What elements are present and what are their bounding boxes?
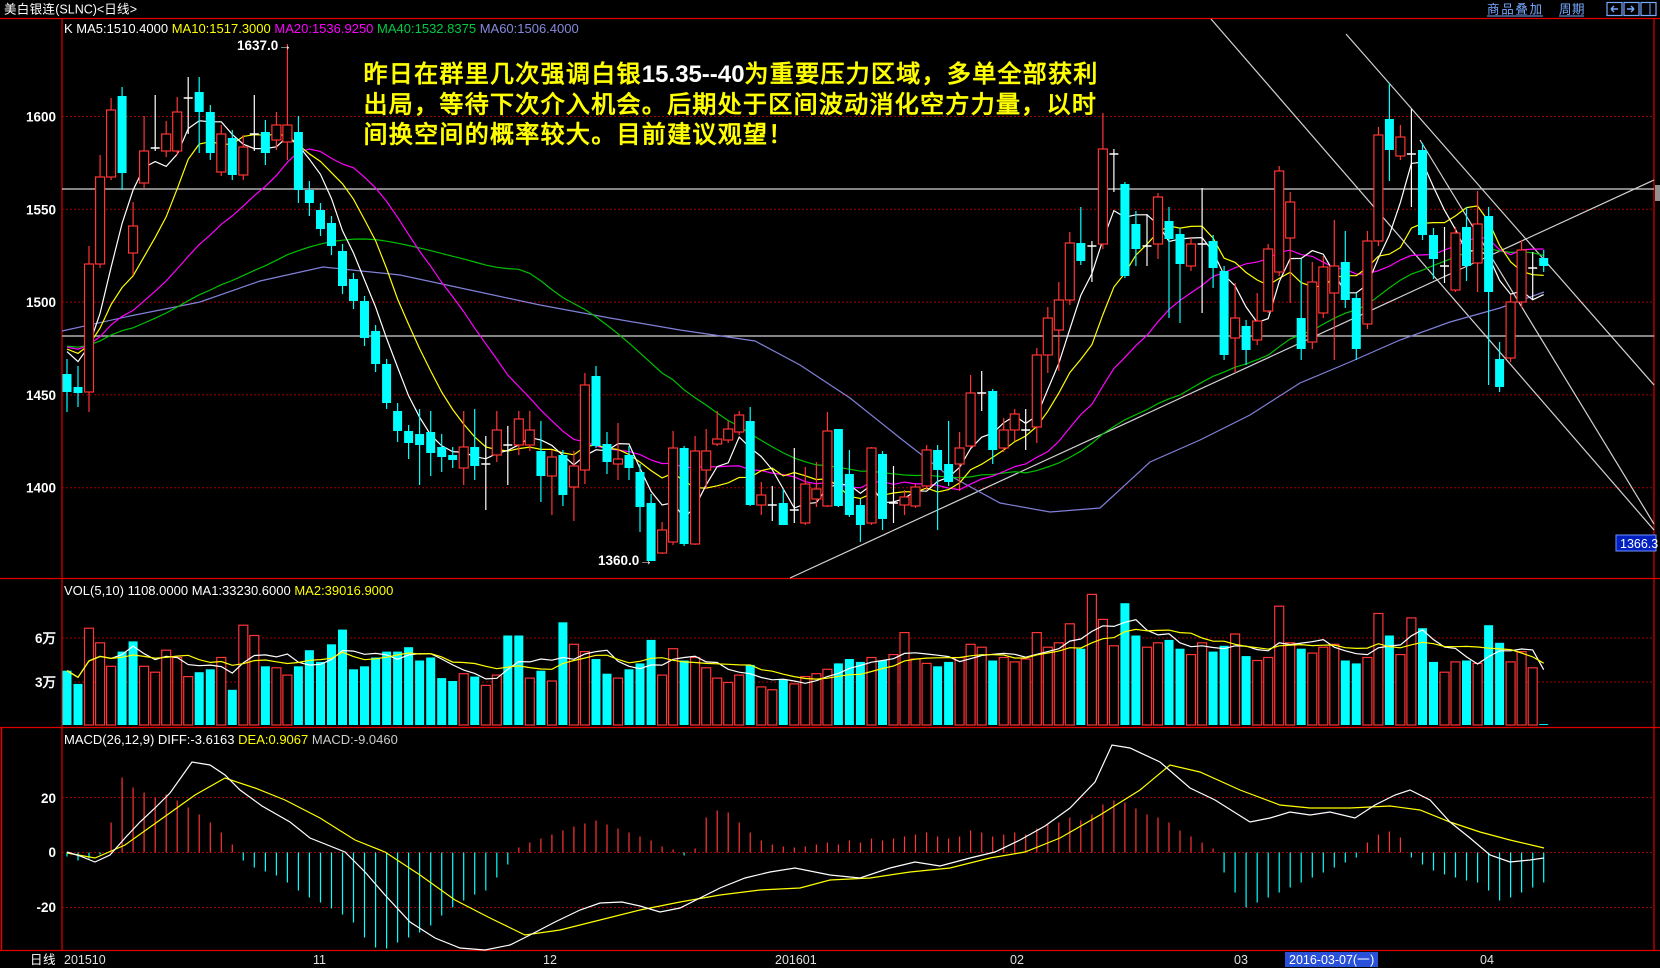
svg-text:12: 12 [543,953,557,967]
svg-text:1360.0→: 1360.0→ [598,553,653,568]
svg-text:出局，等待下次介入机会。后期处于区间波动消化空方力量，以时: 出局，等待下次介入机会。后期处于区间波动消化空方力量，以时 [364,90,1096,118]
svg-text:6万: 6万 [35,631,56,646]
svg-text:间换空间的概率较大。目前建议观望！: 间换空间的概率较大。目前建议观望！ [364,121,793,149]
svg-text:1637.0→: 1637.0→ [237,38,292,53]
svg-text:20: 20 [41,791,56,806]
svg-text:日线: 日线 [30,953,56,967]
svg-text:美白银连(SLNC)<日线>: 美白银连(SLNC)<日线> [4,2,137,17]
svg-text:周期: 周期 [1559,3,1585,17]
svg-text:201510: 201510 [64,953,106,967]
svg-text:昨日在群里几次强调白银15.35--40为重要压力区域，多单: 昨日在群里几次强调白银15.35--40为重要压力区域，多单全部获利 [364,60,1098,88]
svg-text:201601: 201601 [775,953,817,967]
svg-text:2016-03-07(一): 2016-03-07(一) [1289,953,1374,967]
svg-text:1500: 1500 [26,295,56,310]
svg-text:K MA5:1510.4000 MA10:1517.300: K MA5:1510.4000 MA10:1517.3000 MA20:1536… [64,21,579,36]
svg-text:VOL(5,10) 1108.0000 MA1:33230.: VOL(5,10) 1108.0000 MA1:33230.6000 MA2:3… [64,583,393,598]
svg-text:1366.3: 1366.3 [1620,537,1658,551]
svg-text:03: 03 [1234,953,1248,967]
svg-text:1600: 1600 [26,110,56,125]
svg-text:1550: 1550 [26,202,56,217]
svg-text:1400: 1400 [26,481,56,496]
svg-text:-20: -20 [36,900,56,915]
svg-text:MACD(26,12,9) DIFF:-3.6163 DEA: MACD(26,12,9) DIFF:-3.6163 DEA:0.9067 MA… [64,732,398,747]
svg-text:0: 0 [48,845,56,860]
svg-text:11: 11 [313,953,326,967]
svg-text:1450: 1450 [26,388,56,403]
svg-text:3万: 3万 [35,675,56,690]
svg-text:02: 02 [1010,953,1024,967]
svg-text:04: 04 [1480,953,1494,967]
